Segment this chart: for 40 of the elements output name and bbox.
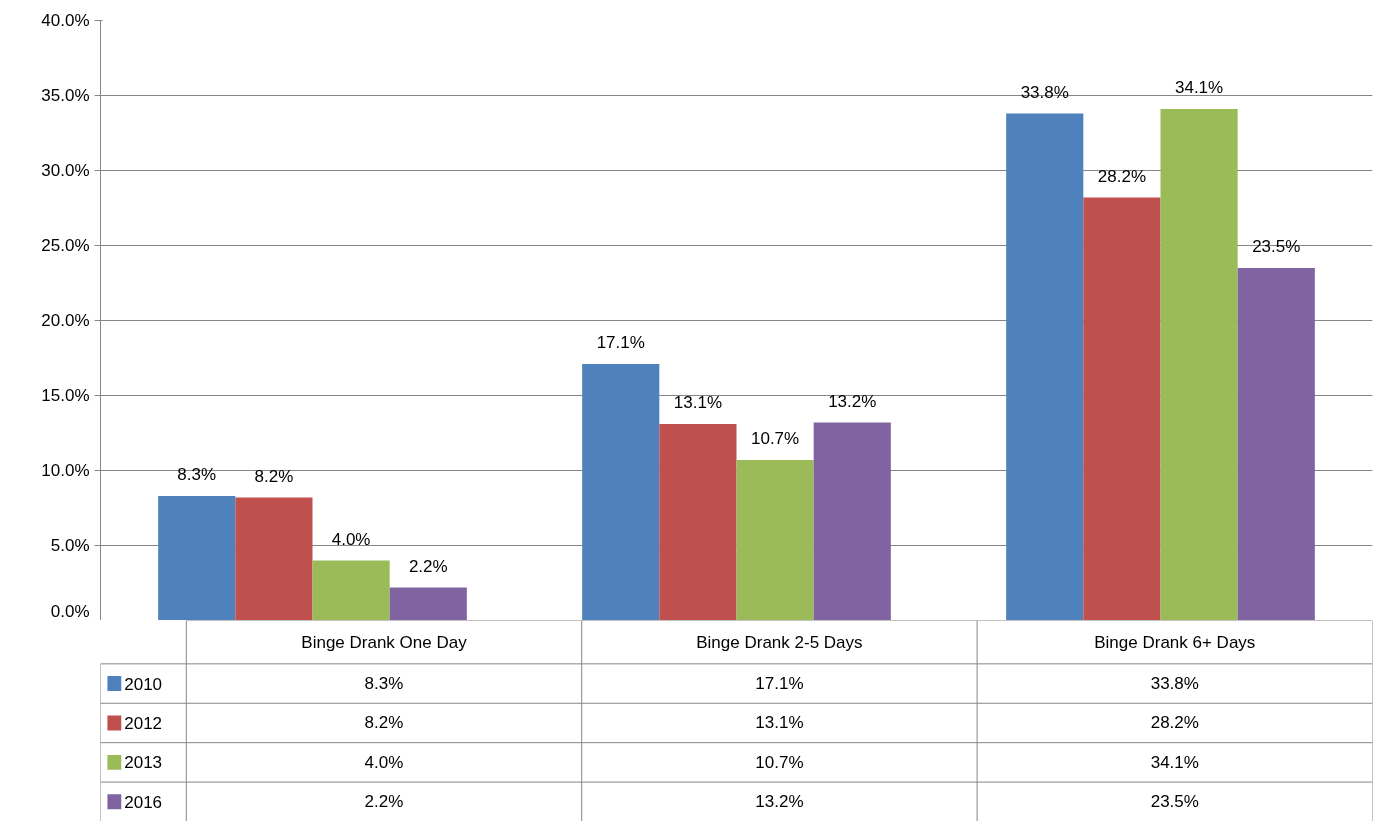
data-label: 10.7% xyxy=(755,752,804,772)
y-tick-label: 30.0% xyxy=(41,161,90,180)
x-tick-label: Binge Drank One Day xyxy=(301,632,468,652)
y-tick-label: 40.0% xyxy=(41,11,90,30)
text: 34.1% xyxy=(1174,78,1224,97)
y-tick-label: 0.0% xyxy=(50,601,90,621)
y-tick-label: 35.0% xyxy=(41,86,90,105)
data-label: 34.1% xyxy=(1150,752,1199,772)
data-label: 4.0% xyxy=(364,752,404,772)
text: 4.0% xyxy=(331,529,371,549)
text: 23.5% xyxy=(1252,237,1301,256)
y-tick-label: 15.0% xyxy=(41,386,90,405)
data-label: 2.2% xyxy=(364,792,404,812)
data-label: 13.1% xyxy=(755,713,804,733)
data-label: 13.2% xyxy=(755,792,804,812)
data-label: 23.5% xyxy=(1150,792,1199,812)
text: 10.7% xyxy=(750,429,800,448)
data-label: 33.8% xyxy=(1150,674,1199,694)
data-label: 28.2% xyxy=(1150,713,1199,733)
data-label: 17.1% xyxy=(755,674,804,694)
data-label: 8.3% xyxy=(364,674,404,694)
y-tick-label: 5.0% xyxy=(50,536,90,555)
text: 2.2% xyxy=(408,556,448,576)
data-label: 8.2% xyxy=(364,713,404,733)
text: 13.2% xyxy=(828,391,877,411)
x-tick-label: Binge Drank 6+ Days xyxy=(1094,632,1256,652)
text: 8.2% xyxy=(254,466,294,486)
text: 17.1% xyxy=(596,333,645,352)
legend-label: 2013 xyxy=(124,753,163,773)
y-tick-label: 25.0% xyxy=(41,236,90,255)
x-tick-label: Binge Drank 2-5 Days xyxy=(696,632,863,652)
text: 8.3% xyxy=(177,465,217,484)
legend-label: 2012 xyxy=(124,713,163,733)
text: 13.1% xyxy=(673,393,723,412)
y-tick-label: 10.0% xyxy=(41,461,90,480)
text: 28.2% xyxy=(1097,166,1147,186)
y-tick-label: 20.0% xyxy=(41,311,90,330)
text: 33.8% xyxy=(1020,82,1069,102)
legend-label: 2016 xyxy=(124,792,163,812)
legend-label: 2010 xyxy=(124,674,163,694)
